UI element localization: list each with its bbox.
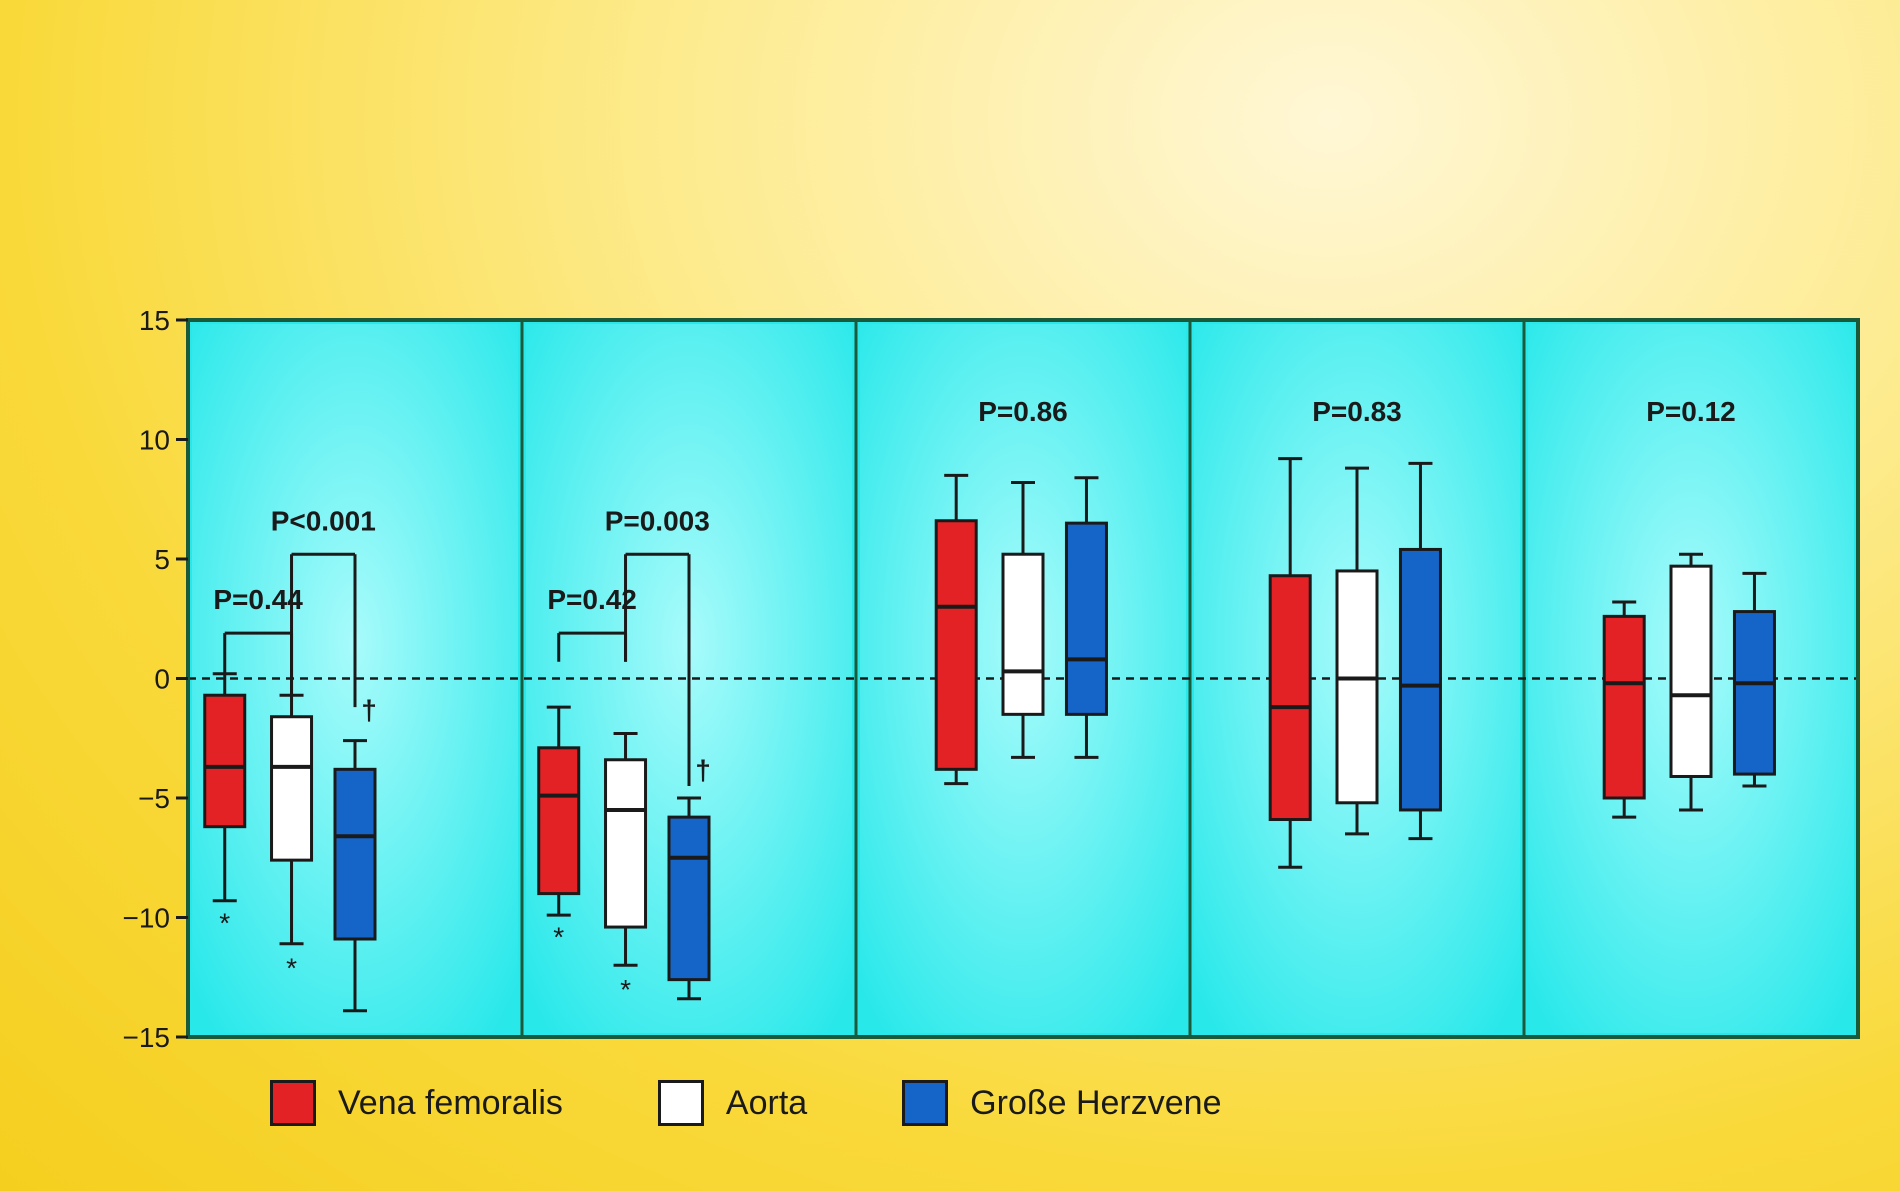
significance-dagger: †	[695, 754, 711, 785]
box-aorta	[1001, 552, 1045, 716]
legend-item-aorta: Aorta	[657, 1080, 808, 1126]
p-value-label: P=0.44	[213, 584, 303, 615]
p-value-label: P<0.001	[271, 505, 376, 536]
box-vena-femoralis	[1268, 574, 1312, 822]
outlier-point: *	[620, 974, 631, 1005]
legend-label-vena-femoralis: Vena femoralis	[338, 1083, 563, 1122]
box-aorta	[604, 758, 648, 929]
y-tick-label: 15	[139, 305, 170, 336]
box-vena-femoralis	[934, 519, 978, 771]
legend-item-grosse-herzvene: Große Herzvene	[902, 1080, 1222, 1126]
panel-p-value-label: P=0.86	[978, 396, 1068, 427]
box-gro-e-herzvene	[1398, 547, 1442, 812]
y-tick-label: 0	[154, 664, 170, 695]
y-tick-label: 10	[139, 425, 170, 456]
outlier-point: *	[553, 922, 564, 953]
box-vena-femoralis	[537, 746, 581, 896]
p-value-label: P=0.42	[547, 584, 637, 615]
legend-label-grosse-herzvene: Große Herzvene	[970, 1083, 1222, 1122]
box-aorta	[270, 715, 314, 862]
panel-p-value-label: P=0.12	[1646, 396, 1736, 427]
box-vena-femoralis	[1602, 614, 1646, 800]
box-gro-e-herzvene	[1064, 521, 1108, 716]
legend-item-vena-femoralis: Vena femoralis	[270, 1080, 563, 1126]
significance-dagger: †	[361, 695, 377, 726]
p-value-label: P=0.003	[605, 505, 710, 536]
outlier-point: *	[219, 907, 230, 938]
y-tick-label: −10	[123, 903, 171, 934]
legend-swatch-aorta	[657, 1080, 704, 1126]
y-tick-label: 5	[154, 544, 170, 575]
legend-swatch-vena-femoralis	[270, 1080, 316, 1126]
box-aorta	[1335, 569, 1379, 805]
box-vena-femoralis	[203, 693, 247, 829]
box-aorta	[1669, 564, 1713, 778]
chart-legend: Vena femoralis Aorta Große Herzvene	[270, 1080, 1317, 1126]
y-tick-label: −15	[123, 1022, 171, 1053]
panel-p-value-label: P=0.83	[1312, 396, 1402, 427]
box-gro-e-herzvene	[667, 815, 711, 982]
outlier-point: *	[286, 953, 297, 984]
y-tick-label: −5	[138, 783, 170, 814]
box-gro-e-herzvene	[333, 767, 377, 941]
legend-swatch-grosse-herzvene	[902, 1080, 949, 1126]
legend-label-aorta: Aorta	[725, 1083, 808, 1122]
box-gro-e-herzvene	[1732, 610, 1776, 776]
